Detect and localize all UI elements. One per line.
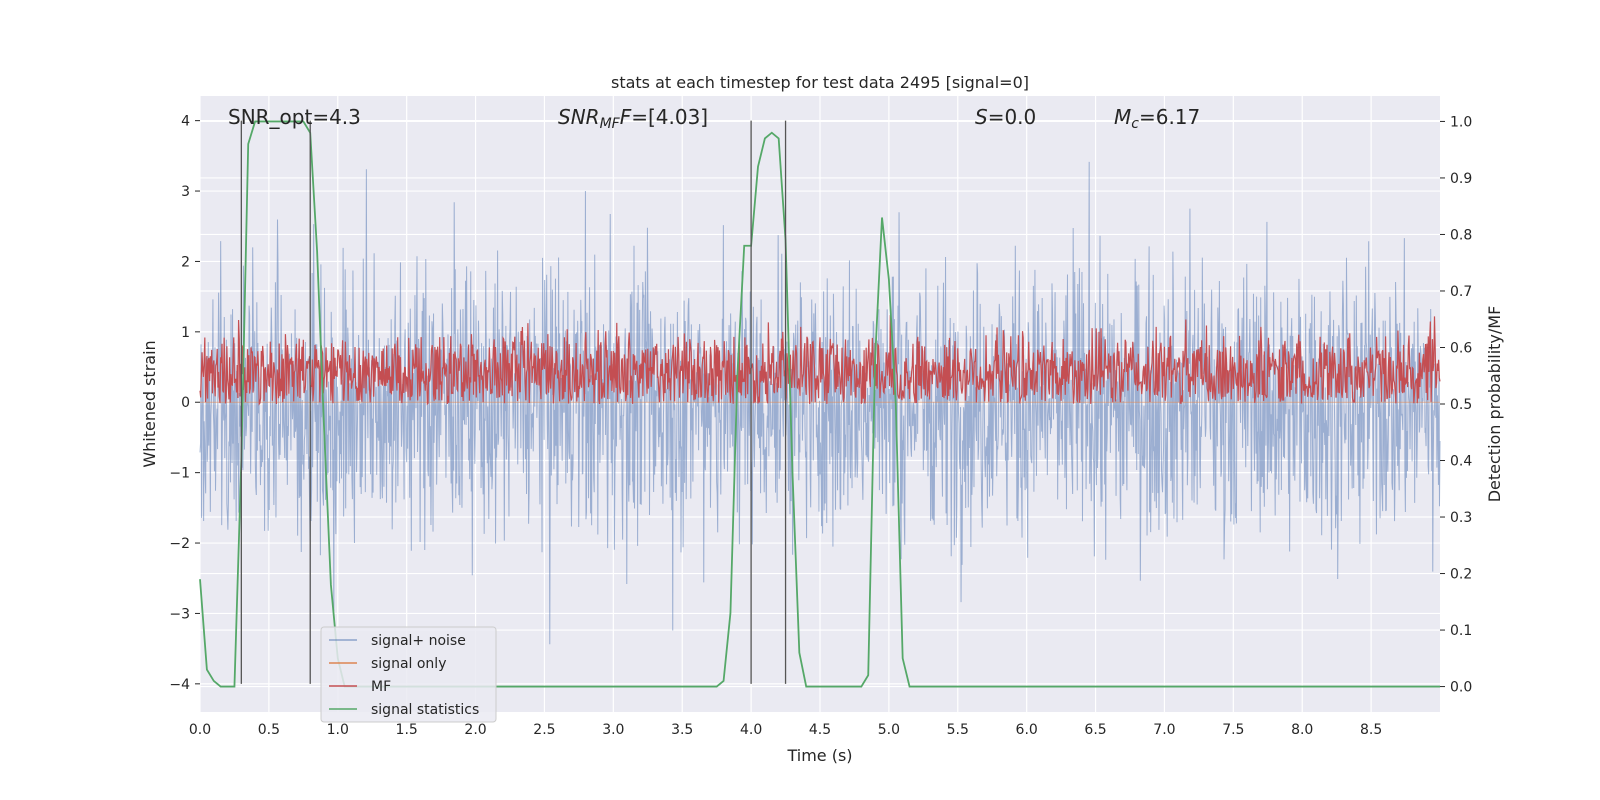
x-tick-label: 0.0: [189, 722, 211, 738]
x-axis-label: Time (s): [786, 746, 852, 765]
legend-box: [320, 626, 497, 723]
snr-mf-main: SNR: [558, 105, 600, 129]
s-annotation: S=0.0: [975, 105, 1036, 129]
vertical-markers: [240, 120, 787, 684]
y-axis-label: Whitened strain: [140, 340, 159, 467]
legend-items: signal+ noise signal only MF signal statist…: [329, 633, 479, 718]
y2-tick-labels: 1.0 0.9 0.8 0.7 0.6 0.5 0.4 0.3 0.2 0.1 0.0: [1440, 114, 1472, 696]
x-tick-label: 4.0: [740, 722, 762, 738]
x-tick-label: 1.5: [396, 722, 418, 738]
y2-tick-label: 0.0: [1450, 680, 1472, 696]
series-mf-line: [199, 315, 1441, 406]
x-tick-label: 5.5: [947, 722, 969, 738]
y2-tick-label: 0.4: [1450, 454, 1472, 470]
y2-tick-label: 0.1: [1450, 623, 1472, 639]
x-tick-label: 2.5: [533, 722, 555, 738]
y2-tick-label: 1.0: [1450, 114, 1472, 130]
s-rest: =0.0: [988, 105, 1037, 129]
y-tick-label: 1: [181, 325, 190, 341]
legend-label: signal only: [371, 656, 446, 672]
chart-title: stats at each timestep for test data 249…: [611, 73, 1029, 92]
snr-mf-rest: =[4.03]: [631, 105, 708, 129]
x-tick-label: 7.0: [1153, 722, 1175, 738]
mc-main: M: [1114, 105, 1131, 129]
mc-rest: =6.17: [1139, 105, 1200, 129]
s-main: S: [975, 105, 988, 129]
x-tick-label: 5.0: [878, 722, 900, 738]
snr-mf-sub: MF: [600, 116, 621, 132]
series-signal-noise-line: [199, 161, 1441, 645]
x-tick-label: 8.5: [1360, 722, 1382, 738]
snr-mf-annotation: SNRMFF=[4.03]: [558, 105, 708, 132]
x-tick-label: 7.5: [1222, 722, 1244, 738]
x-tick-label: 2.0: [464, 722, 486, 738]
legend-label: MF: [371, 679, 391, 695]
x-tick-labels: 0.0 0.5 1.0 1.5 2.0 2.5 3.0 3.5 4.0 4.5 5.0 5.5 6.0 6…: [189, 722, 1382, 738]
x-tick-label: 8.0: [1291, 722, 1313, 738]
y2-tick-label: 0.6: [1450, 340, 1472, 356]
y2-tick-label: 0.3: [1450, 510, 1472, 526]
y-tick-label: −4: [169, 677, 190, 693]
y-tick-label: 4: [181, 114, 190, 130]
series-signal-statistics-line: [199, 120, 1440, 688]
y-tick-label: −2: [169, 536, 190, 552]
y2-tick-label: 0.7: [1450, 284, 1472, 300]
y-tick-label: −1: [169, 466, 190, 482]
legend: signal+ noise signal only MF signal statist…: [320, 626, 497, 723]
y2-tick-label: 0.2: [1450, 567, 1472, 583]
snr-opt-annotation: SNR_opt=4.3: [228, 105, 361, 129]
legend-label: signal+ noise: [371, 633, 466, 649]
y-tick-label: 2: [181, 254, 190, 270]
mc-sub: c: [1131, 116, 1139, 132]
series-layer: [199, 120, 1441, 688]
x-tick-label: 6.5: [1084, 722, 1106, 738]
legend-label: signal statistics: [371, 702, 479, 718]
y2-tick-label: 0.8: [1450, 227, 1472, 243]
y-tick-label: 3: [181, 184, 190, 200]
y2-axis-label: Detection probability/MF: [1485, 306, 1504, 503]
x-tick-label: 1.0: [327, 722, 349, 738]
y2-tick-label: 0.9: [1450, 171, 1472, 187]
mc-annotation: Mc=6.17: [1114, 105, 1200, 132]
x-tick-label: 0.5: [258, 722, 280, 738]
x-tick-label: 3.5: [671, 722, 693, 738]
x-tick-label: 6.0: [1016, 722, 1038, 738]
y-tick-label: −3: [169, 606, 190, 622]
x-tick-label: 4.5: [809, 722, 831, 738]
snr-mf-f: F: [620, 105, 632, 129]
y-tick-label: 0: [181, 395, 190, 411]
x-tick-label: 3.0: [602, 722, 624, 738]
y-tick-labels: 4 3 2 1 0 −1 −2 −3 −4: [169, 114, 200, 693]
y2-tick-label: 0.5: [1450, 397, 1472, 413]
